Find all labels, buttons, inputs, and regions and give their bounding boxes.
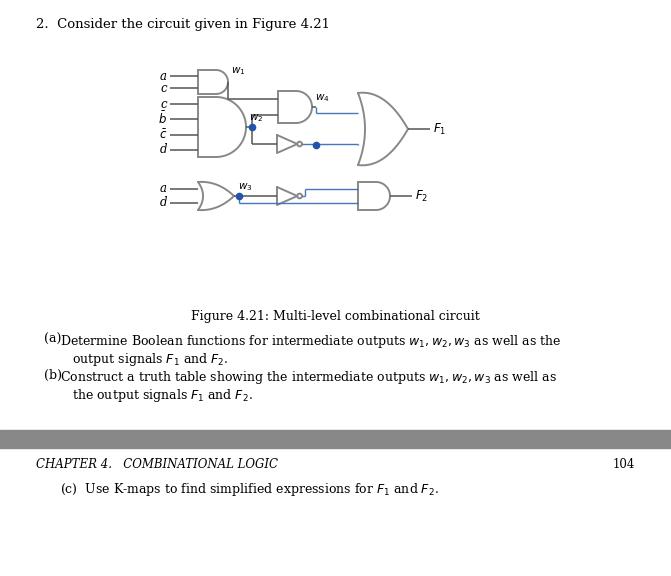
Text: a: a <box>160 70 167 82</box>
Text: c: c <box>160 98 167 111</box>
Text: (b): (b) <box>44 369 62 382</box>
Text: $F_1$: $F_1$ <box>433 122 446 137</box>
Text: output signals $F_1$ and $F_2$.: output signals $F_1$ and $F_2$. <box>72 351 228 368</box>
Text: Determine Boolean functions for intermediate outputs $w_1, w_2, w_3$ as well as : Determine Boolean functions for intermed… <box>60 333 562 350</box>
Text: $w_4$: $w_4$ <box>315 92 329 104</box>
Text: a: a <box>160 183 167 195</box>
Text: (c)  Use K-maps to find simplified expressions for $F_1$ and $F_2$.: (c) Use K-maps to find simplified expres… <box>60 481 439 498</box>
Text: c: c <box>160 81 167 94</box>
Text: $F_2$: $F_2$ <box>415 188 428 203</box>
Text: Figure 4.21: Multi-level combinational circuit: Figure 4.21: Multi-level combinational c… <box>191 310 479 323</box>
Text: Construct a truth table showing the intermediate outputs $w_1, w_2, w_3$ as well: Construct a truth table showing the inte… <box>60 369 557 386</box>
Text: 104: 104 <box>613 458 635 471</box>
Text: $w_2$: $w_2$ <box>249 112 263 124</box>
Text: (a): (a) <box>44 333 61 346</box>
Text: $w_3$: $w_3$ <box>238 181 252 193</box>
Text: CHAPTER 4.   COMBINATIONAL LOGIC: CHAPTER 4. COMBINATIONAL LOGIC <box>36 458 278 471</box>
Text: 2.  Consider the circuit given in Figure 4.21: 2. Consider the circuit given in Figure … <box>36 18 330 31</box>
Bar <box>0 430 671 448</box>
Text: $\bar{b}$: $\bar{b}$ <box>158 111 167 127</box>
Text: $\bar{c}$: $\bar{c}$ <box>159 128 167 142</box>
Text: $w_1$: $w_1$ <box>231 65 246 77</box>
Text: the output signals $F_1$ and $F_2$.: the output signals $F_1$ and $F_2$. <box>72 387 253 404</box>
Text: d: d <box>160 143 167 156</box>
Text: d: d <box>160 196 167 210</box>
